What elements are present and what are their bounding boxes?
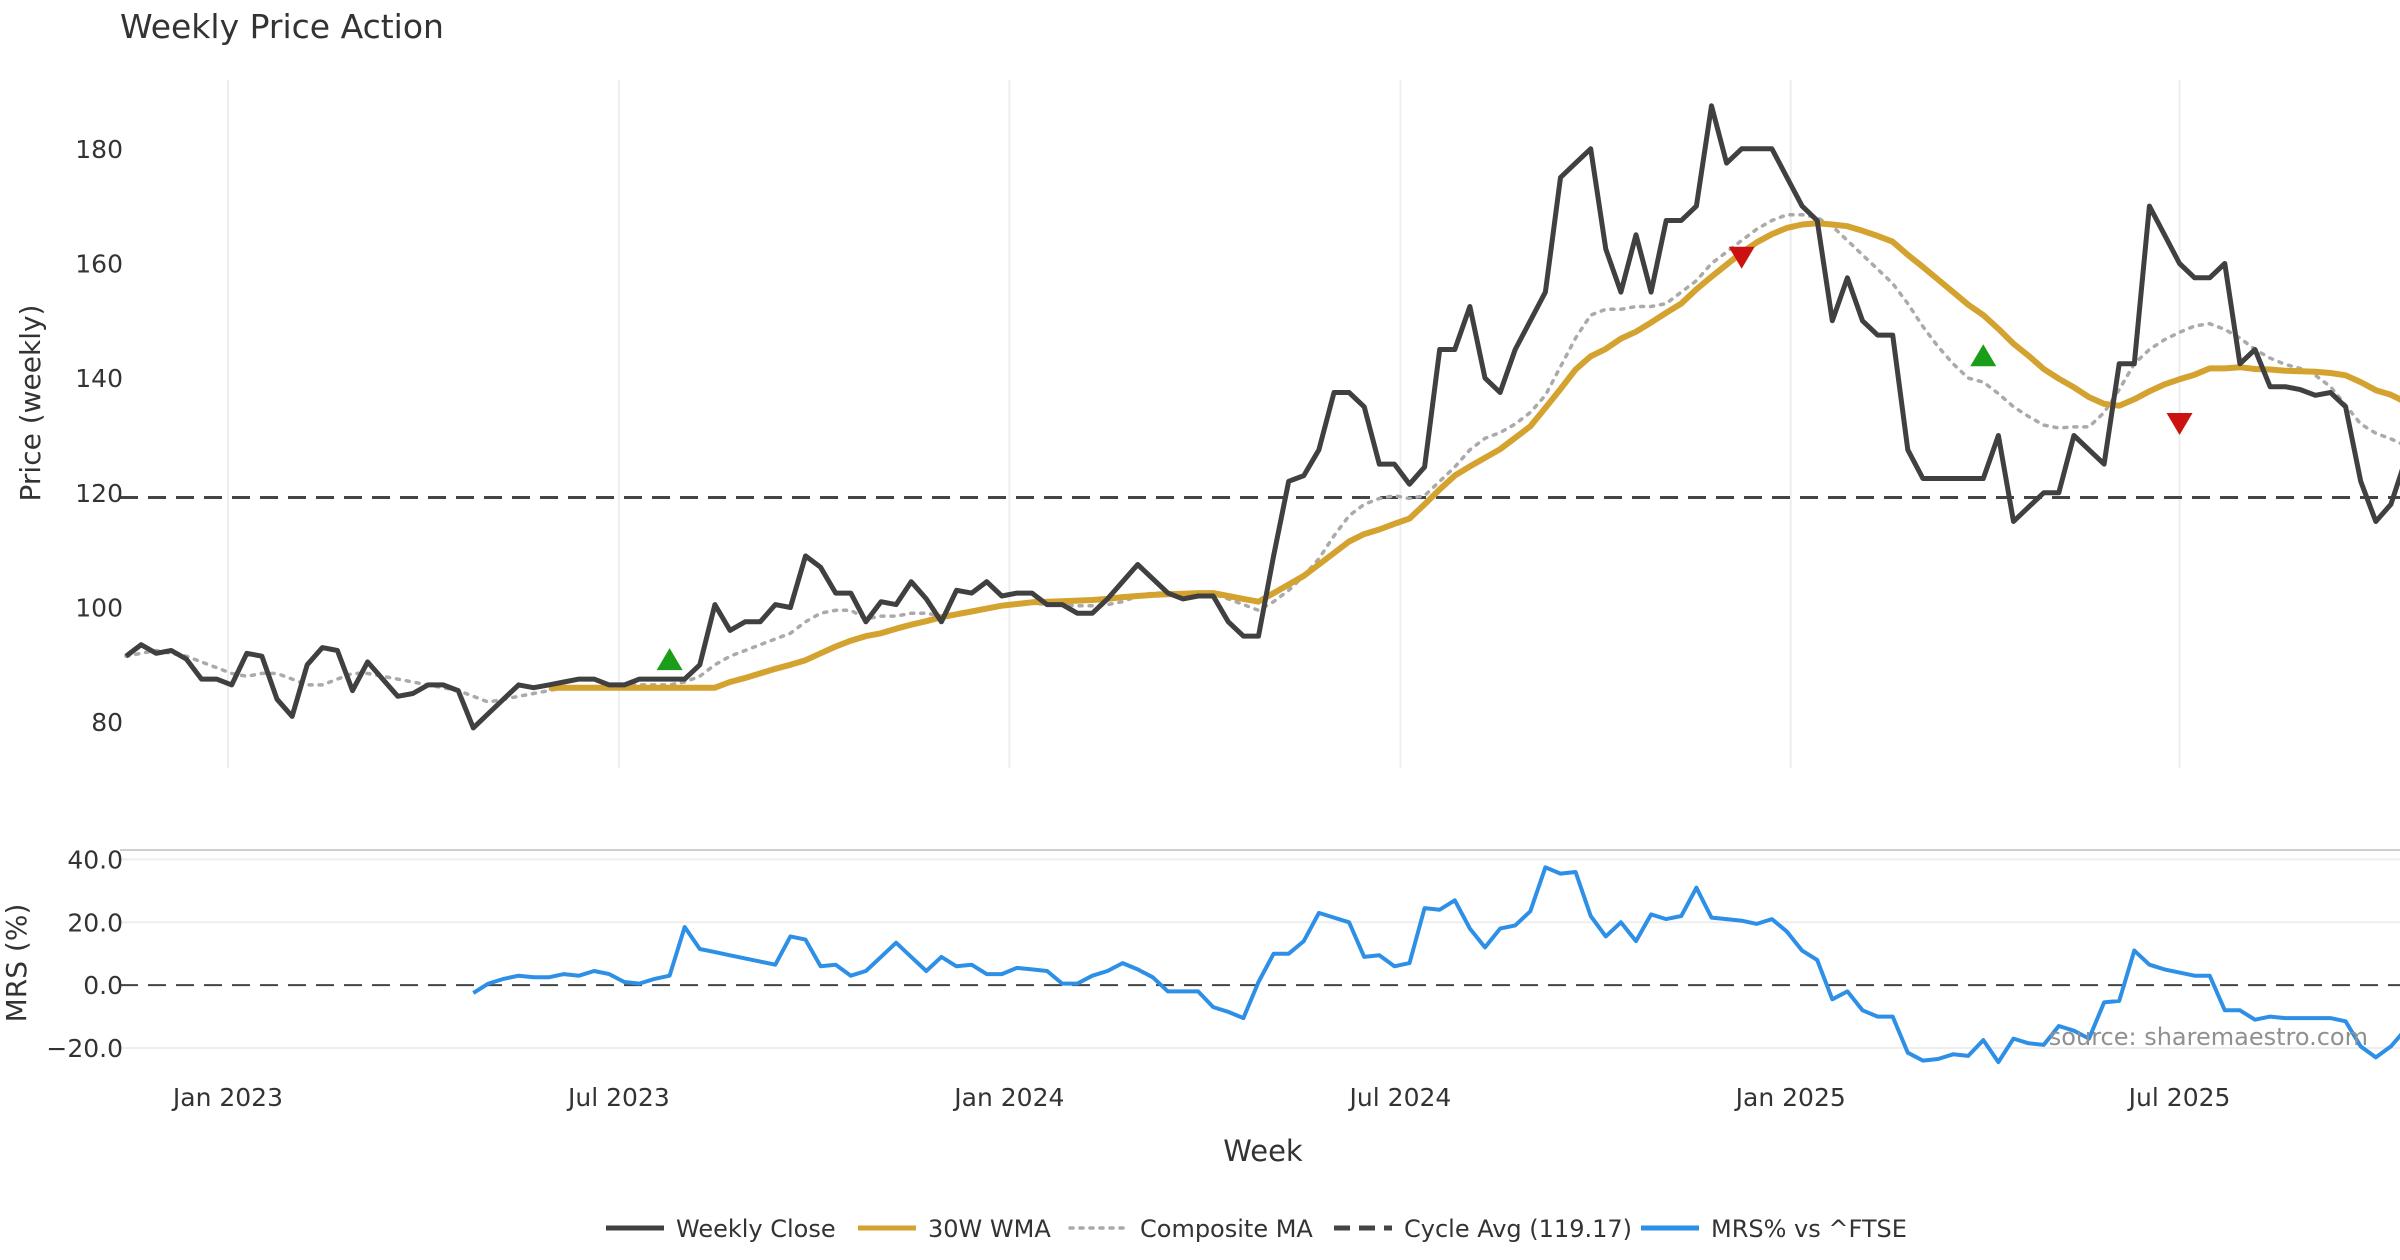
mrs-y-ticks: 40.0 20.0 0.0 −20.0	[46, 845, 123, 1063]
price-ytick-5: 180	[75, 135, 123, 164]
x-tick-label-1: Jul 2023	[566, 1083, 670, 1112]
legend-label-cycle: Cycle Avg (119.17)	[1404, 1215, 1632, 1243]
price-ytick-4: 160	[75, 249, 123, 278]
source-note: source: sharemaestro.com	[2049, 1023, 2368, 1051]
buy-signal-icon-1	[1970, 344, 1997, 367]
x-axis-label: Week	[1223, 1134, 1303, 1168]
mrs-ytick-2: 0.0	[83, 971, 123, 1000]
price-ytick-0: 80	[91, 708, 123, 737]
price-y-ticks: 80 100 120 140 160 180	[75, 135, 123, 737]
mrs-ytick-3: −20.0	[46, 1034, 123, 1063]
wma-line	[548, 220, 2400, 691]
legend-label-close: Weekly Close	[676, 1215, 836, 1243]
weekly-close-line	[124, 103, 2400, 731]
composite-ma-line	[124, 212, 2400, 704]
mrs-y-label: MRS (%)	[0, 904, 33, 1023]
chart-title: Weekly Price Action	[120, 7, 444, 46]
signal-markers	[656, 246, 2193, 671]
price-y-label: Price (weekly)	[14, 305, 47, 502]
mrs-gridlines	[120, 858, 2400, 1049]
price-ytick-2: 120	[75, 479, 123, 508]
legend-label-composite: Composite MA	[1140, 1215, 1313, 1243]
legend: Weekly Close 30W WMA Composite MA Cycle Avg…	[606, 1215, 1907, 1243]
mrs-ytick-1: 20.0	[67, 908, 123, 937]
x-tick-label-4: Jan 2025	[1734, 1083, 1846, 1112]
x-ticks: Jan 2023 Jul 2023 Jan 2024 Jul 2024 Jan 2025…	[171, 1083, 2231, 1112]
x-tick-label-2: Jan 2024	[952, 1083, 1064, 1112]
price-gridlines	[226, 80, 2181, 768]
price-ytick-3: 140	[75, 364, 123, 393]
sell-signal-icon-1	[2166, 413, 2193, 435]
x-tick-label-3: Jul 2024	[1348, 1083, 1452, 1112]
legend-label-mrs: MRS% vs ^FTSE	[1711, 1215, 1907, 1243]
buy-signal-icon-0	[656, 648, 683, 671]
legend-label-wma: 30W WMA	[928, 1215, 1051, 1243]
x-tick-label-5: Jul 2025	[2127, 1083, 2231, 1112]
sell-signal-icon-0	[1728, 246, 1755, 269]
mrs-ytick-0: 40.0	[67, 845, 123, 874]
mrs-line	[472, 865, 2400, 1065]
x-tick-label-0: Jan 2023	[171, 1083, 283, 1112]
price-ytick-1: 100	[75, 593, 123, 622]
